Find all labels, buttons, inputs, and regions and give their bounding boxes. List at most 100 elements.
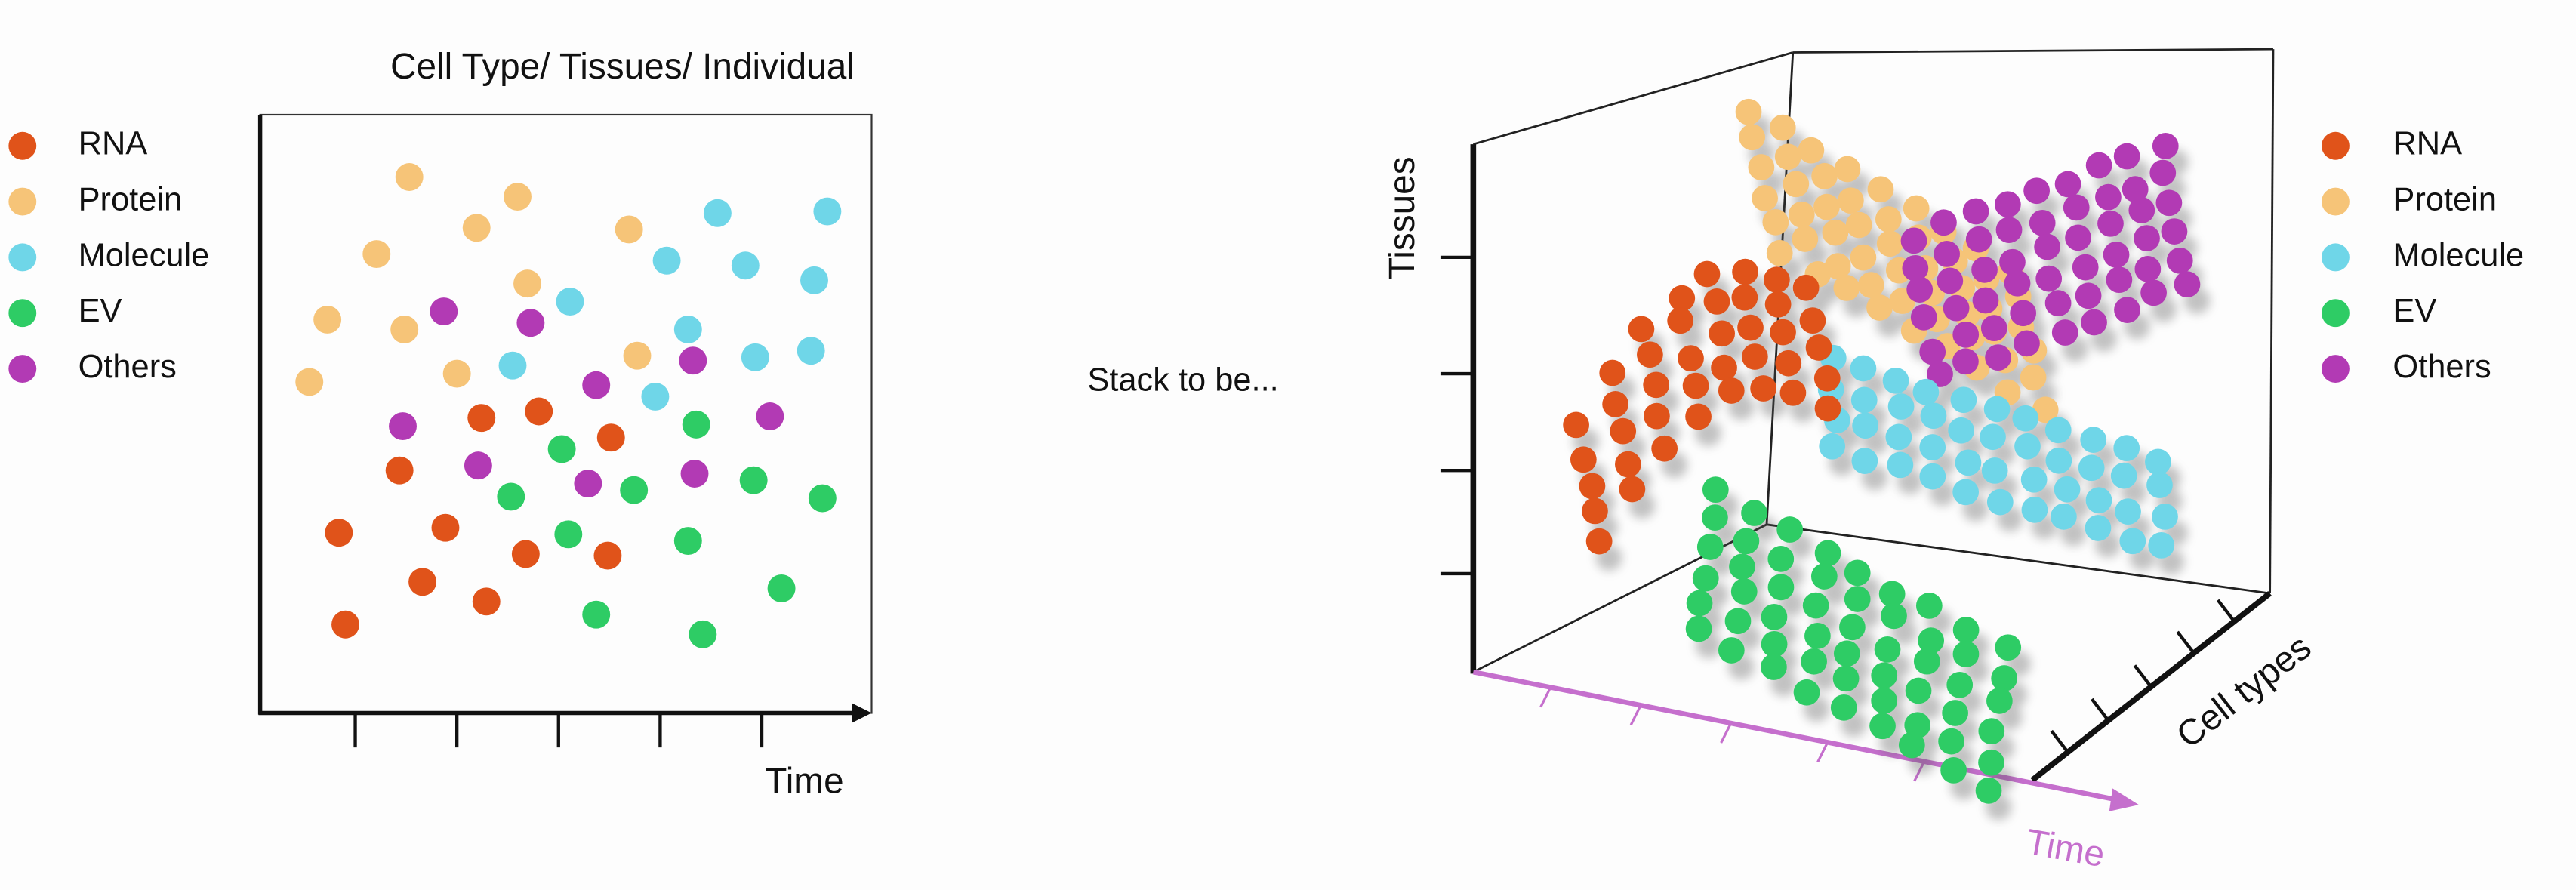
axis-ticks <box>1440 255 2236 782</box>
dot <box>1686 590 1713 617</box>
dot <box>1711 354 1737 381</box>
dot <box>1793 679 1820 706</box>
dot <box>1770 319 1796 346</box>
dot <box>2054 171 2081 198</box>
dot <box>1579 473 1606 500</box>
dot <box>2085 487 2112 514</box>
dot <box>1876 230 1903 257</box>
legend-label: Molecule <box>79 237 210 273</box>
dot <box>2095 183 2122 211</box>
dot <box>1813 193 1840 220</box>
dot <box>1981 457 2008 484</box>
dot <box>1882 367 1909 394</box>
dot <box>2085 515 2112 541</box>
dot <box>574 470 602 497</box>
dot <box>1775 350 1802 377</box>
dot <box>1669 285 1696 312</box>
dot <box>1906 276 1934 303</box>
dot <box>2045 447 2072 474</box>
dot <box>1986 688 2013 714</box>
dot <box>1813 365 1841 392</box>
dot <box>1769 114 1796 141</box>
cell-types-label: Cell types <box>2169 627 2319 756</box>
dot <box>1898 731 1925 759</box>
dot <box>2063 194 2090 221</box>
dot <box>1830 694 1857 721</box>
dot <box>2128 197 2155 223</box>
dot <box>1779 379 1807 406</box>
dot <box>1729 553 1755 581</box>
dot <box>1837 187 1864 214</box>
dot <box>2051 503 2077 530</box>
dot <box>1900 227 1927 254</box>
dot <box>2020 364 2047 391</box>
dot <box>1952 617 1980 643</box>
dot <box>1962 198 1989 225</box>
dot <box>464 451 492 480</box>
dot <box>313 305 342 334</box>
dot <box>1869 713 1896 740</box>
dot <box>385 456 414 485</box>
dot <box>1750 375 1777 402</box>
dot <box>1999 248 2026 276</box>
dot <box>2145 448 2171 476</box>
legend-swatch <box>8 131 37 160</box>
dot <box>1783 171 1810 198</box>
dot <box>1946 671 1974 698</box>
tick <box>2050 729 2069 753</box>
dot <box>2065 224 2091 251</box>
dot <box>1615 451 1641 478</box>
dot <box>1857 272 1884 298</box>
legend-label: RNA <box>2393 126 2462 162</box>
dot <box>1972 287 1999 314</box>
dot <box>1839 614 1866 641</box>
dot <box>1904 712 1931 739</box>
dot <box>2140 279 2167 306</box>
dot <box>1651 435 1678 462</box>
dot <box>1902 254 1929 282</box>
dot <box>620 476 649 504</box>
dot <box>689 620 717 648</box>
dot <box>1798 137 1825 164</box>
dot <box>2149 159 2177 186</box>
dot <box>1735 98 1762 125</box>
dot <box>1995 217 2023 243</box>
dot <box>1887 451 1914 479</box>
dot <box>731 251 760 280</box>
dot <box>1919 463 1946 490</box>
dot <box>680 460 709 488</box>
dot <box>582 600 611 629</box>
dot <box>2034 233 2060 260</box>
dot <box>1844 586 1871 612</box>
legend-label: Others <box>2393 349 2491 385</box>
dot <box>1985 344 2011 371</box>
dot <box>389 412 417 440</box>
dot <box>1799 307 1826 334</box>
left-legend: RNA Protein Molecule EV Others <box>8 126 209 385</box>
dot <box>2012 405 2039 432</box>
dot <box>1643 371 1670 399</box>
dot <box>1767 546 1795 572</box>
dot <box>1971 256 1998 283</box>
dot <box>1802 592 1829 619</box>
dot <box>430 297 458 325</box>
dot <box>1667 307 1694 334</box>
dot <box>2106 266 2133 294</box>
dot <box>2014 433 2041 460</box>
dot <box>2161 218 2188 245</box>
dot <box>1774 143 1801 171</box>
dot <box>1752 185 1778 211</box>
dot <box>1913 648 1940 675</box>
dot <box>1599 359 1626 386</box>
dot <box>1943 294 1970 322</box>
dot <box>1866 294 1893 321</box>
dot <box>1905 677 1932 704</box>
dot <box>2148 532 2175 559</box>
dot <box>504 183 532 211</box>
dot <box>1919 434 1946 460</box>
dot <box>1912 378 1940 405</box>
dot <box>1995 634 2022 661</box>
legend-swatch <box>8 243 37 272</box>
dot <box>2029 209 2056 236</box>
